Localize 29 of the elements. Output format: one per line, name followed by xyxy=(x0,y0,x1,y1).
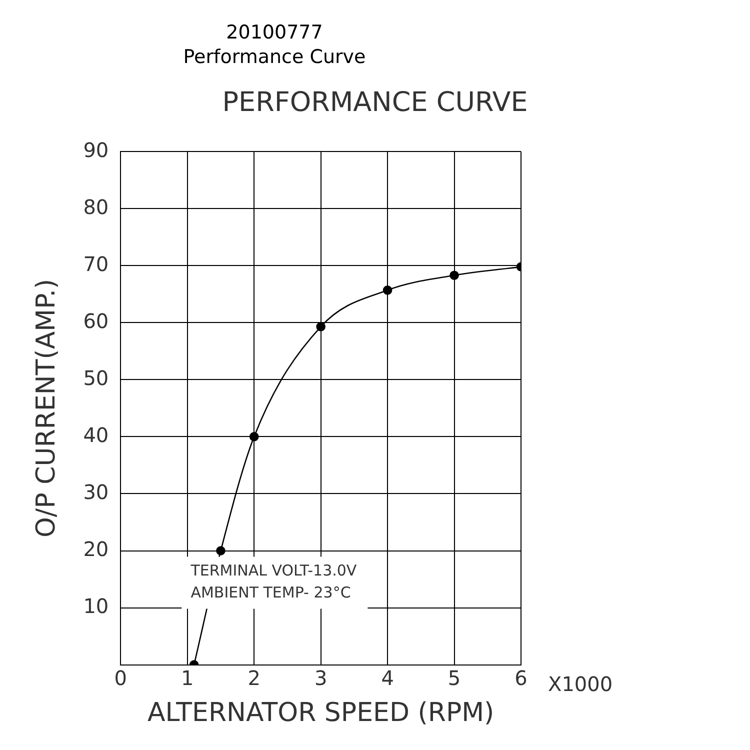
y-tick-label: 80 xyxy=(83,194,109,219)
y-tick-label: 30 xyxy=(83,480,109,504)
x-tick-label: 3 xyxy=(314,666,328,690)
x-tick-label: 4 xyxy=(381,666,394,690)
point xyxy=(216,546,226,556)
y-tick-label: 20 xyxy=(83,536,109,561)
annotation: TERMINAL VOLT-13.0V xyxy=(190,562,358,580)
point xyxy=(316,322,326,332)
chart-subtitle: Performance Curve xyxy=(183,46,366,68)
y-tick-label: 60 xyxy=(83,308,109,333)
y-tick-label: 40 xyxy=(83,422,109,447)
annotation: AMBIENT TEMP- 23°C xyxy=(190,584,351,602)
text: X1000 xyxy=(548,672,613,696)
y-tick-label: 70 xyxy=(83,252,109,276)
x-tick-label: 5 xyxy=(448,666,461,690)
x-axis-title: ALTERNATOR SPEED (RPM) xyxy=(147,698,494,728)
y-tick-label: 10 xyxy=(83,594,109,618)
x-tick-label: 2 xyxy=(248,666,260,690)
point xyxy=(249,432,259,442)
x-tick-label: 0 xyxy=(114,666,128,690)
point xyxy=(382,286,392,295)
point xyxy=(450,270,459,280)
x-tick-label: 6 xyxy=(514,666,528,690)
text: PERFORMANCE CURVE xyxy=(222,87,528,118)
y-axis-title: O/P CURRENT(AMP.) xyxy=(31,278,62,538)
chart-title: 20100777 xyxy=(226,21,323,44)
y-tick-label: 90 xyxy=(83,138,109,162)
x-tick-label: 1 xyxy=(181,666,194,690)
y-tick-label: 50 xyxy=(83,366,109,390)
